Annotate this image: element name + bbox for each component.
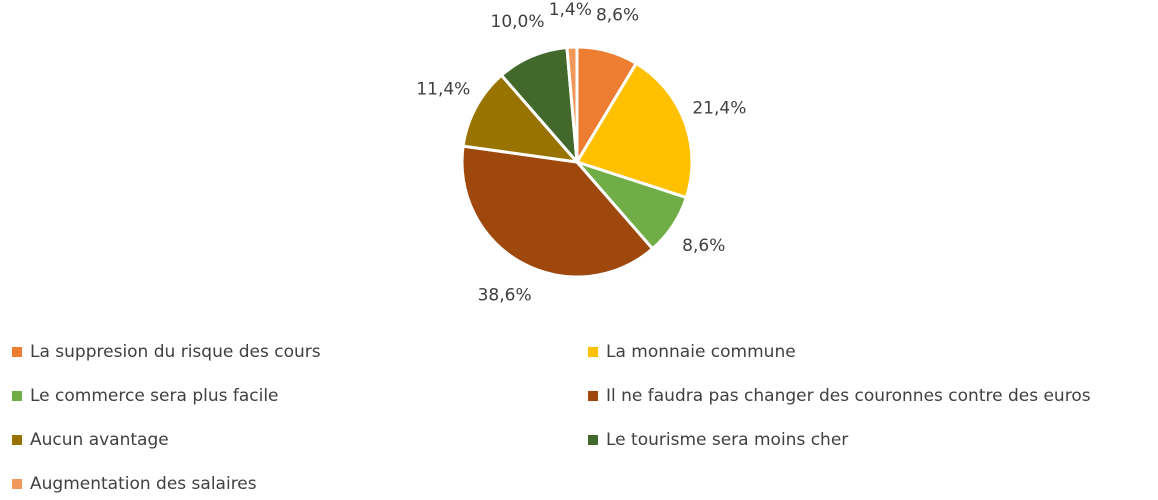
legend-swatch	[12, 391, 22, 401]
data-label: 38,6%	[478, 286, 532, 306]
legend-swatch	[12, 479, 22, 489]
legend-label: Aucun avantage	[30, 430, 169, 450]
legend-label: La suppresion du risque des cours	[30, 342, 321, 362]
legend-label: Augmentation des salaires	[30, 474, 257, 494]
legend-swatch	[12, 435, 22, 445]
legend-label: Le tourisme sera moins cher	[606, 430, 848, 450]
legend-label: Le commerce sera plus facile	[30, 386, 279, 406]
legend-label: Il ne faudra pas changer des couronnes c…	[606, 386, 1091, 406]
legend-swatch	[588, 435, 598, 445]
data-label: 21,4%	[692, 99, 746, 119]
pie-slice	[574, 61, 694, 200]
data-label: 1,4%	[549, 0, 592, 20]
pie-slice	[565, 45, 579, 163]
legend-swatch	[12, 347, 22, 357]
pie-slice	[461, 73, 581, 165]
data-label: 8,6%	[682, 236, 725, 256]
legend-swatch	[588, 391, 598, 401]
legend-label: La monnaie commune	[606, 342, 796, 362]
data-label: 8,6%	[596, 6, 639, 26]
legend-swatch	[588, 347, 598, 357]
pie-slice	[460, 144, 655, 279]
data-label: 10,0%	[491, 12, 545, 32]
data-label: 11,4%	[416, 80, 470, 100]
